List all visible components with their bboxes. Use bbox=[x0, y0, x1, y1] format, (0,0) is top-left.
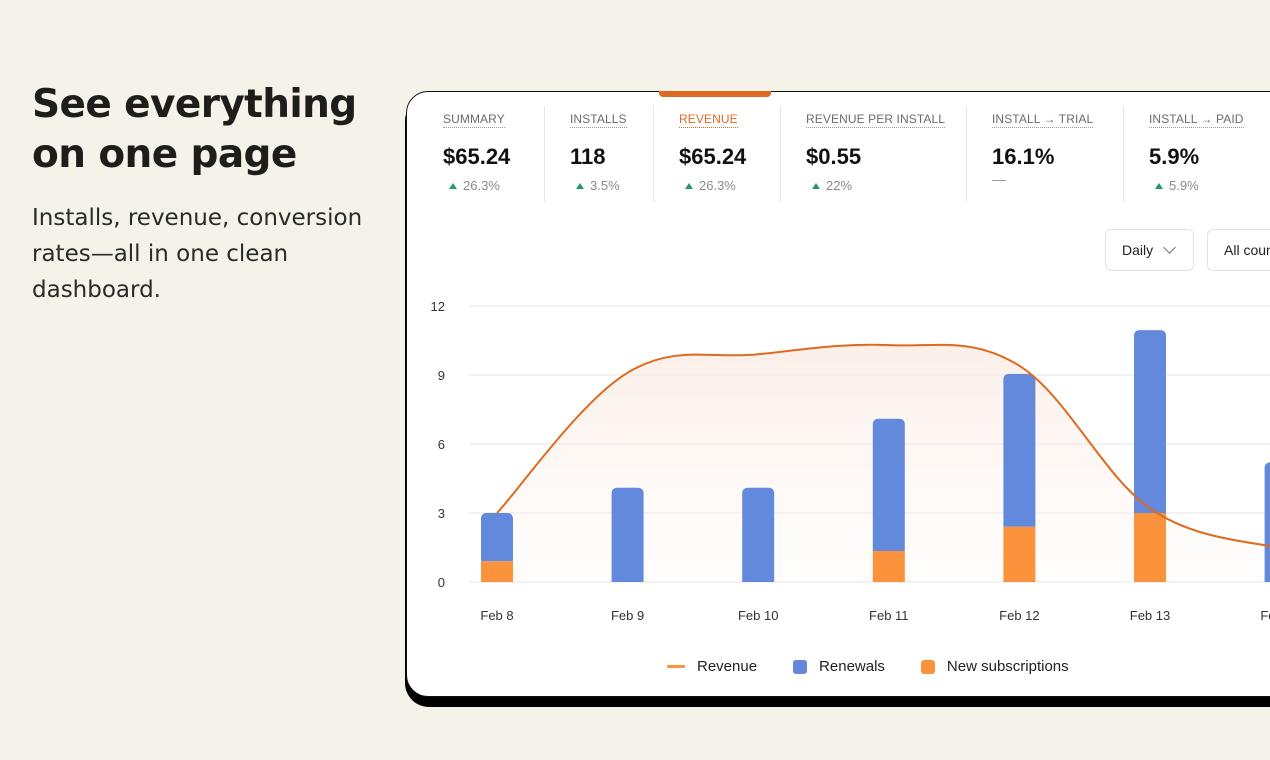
legend-label: Renewals bbox=[819, 658, 885, 675]
bar-renewals bbox=[481, 513, 513, 562]
metric-delta-value: 26.3% bbox=[699, 178, 736, 193]
legend-label: Revenue bbox=[697, 658, 758, 675]
x-tick-label: Feb 11 bbox=[869, 608, 909, 623]
bar-renewals bbox=[742, 487, 775, 582]
metric-delta: 3.5% bbox=[576, 178, 620, 193]
country-dropdown[interactable]: All countries bbox=[1207, 229, 1270, 271]
trend-up-icon bbox=[812, 182, 820, 189]
no-change-icon bbox=[992, 180, 1006, 181]
x-tick-label: Feb 10 bbox=[738, 608, 778, 623]
revenue-chart: 0 3 6 9 12 Feb 8 Feb 9 Feb 10 Feb 11 Feb 12 Feb 1… bbox=[431, 299, 1270, 623]
metric-delta bbox=[992, 178, 1006, 181]
country-value: All countries bbox=[1224, 242, 1270, 258]
bar-new-subscriptions bbox=[1134, 513, 1166, 582]
metric-tab-revenue[interactable]: REVENUE $65.24 26.3% bbox=[653, 106, 779, 202]
metric-label: INSTALL → PAID bbox=[1149, 112, 1244, 128]
hero-title: See everything on one page bbox=[32, 82, 357, 177]
metric-delta: 26.3% bbox=[685, 178, 736, 193]
chart-legend: Revenue Renewals New subscriptions bbox=[667, 658, 1105, 675]
metric-delta-value: 3.5% bbox=[590, 178, 620, 193]
bar-renewals bbox=[1264, 462, 1270, 582]
y-tick-label: 9 bbox=[438, 368, 445, 383]
y-tick-label: 12 bbox=[431, 299, 445, 314]
x-tick-label: Feb 8 bbox=[480, 608, 513, 623]
divider bbox=[544, 106, 545, 202]
metric-value: $65.24 bbox=[443, 144, 511, 169]
metric-tab-install-paid[interactable]: INSTALL → PAID 5.9% 5.9% bbox=[1123, 106, 1270, 202]
metric-value: 118 bbox=[570, 144, 606, 169]
metric-tab-summary[interactable]: SUMMARY $65.24 26.3% bbox=[443, 106, 543, 202]
x-tick-label: Feb 14 bbox=[1260, 608, 1270, 623]
metric-label: INSTALL → TRIAL bbox=[992, 112, 1094, 128]
x-tick-label: Feb 13 bbox=[1130, 608, 1170, 623]
dashboard-card: SUMMARY $65.24 26.3% INSTALLS 118 3.5% R… bbox=[406, 91, 1270, 697]
period-dropdown[interactable]: Daily bbox=[1105, 229, 1194, 271]
metric-delta-value: 5.9% bbox=[1169, 178, 1199, 193]
legend-line-swatch bbox=[667, 665, 685, 668]
x-tick-label: Feb 12 bbox=[999, 608, 1039, 623]
metric-value: 16.1% bbox=[992, 144, 1055, 169]
metric-delta: 22% bbox=[812, 178, 852, 193]
trend-up-icon bbox=[449, 182, 457, 189]
divider bbox=[1123, 106, 1124, 202]
metric-label: INSTALLS bbox=[570, 112, 627, 128]
revenue-line bbox=[496, 343, 1270, 548]
legend-label: New subscriptions bbox=[946, 658, 1069, 675]
legend-item-renewals[interactable]: Renewals bbox=[793, 658, 885, 675]
metric-value: $0.55 bbox=[806, 144, 862, 169]
metric-label: REVENUE bbox=[679, 112, 738, 128]
active-tab-indicator bbox=[659, 91, 771, 97]
metric-tab-install-trial[interactable]: INSTALL → TRIAL 16.1% bbox=[966, 106, 1123, 202]
y-tick-label: 0 bbox=[438, 575, 445, 590]
metric-value: $65.24 bbox=[679, 144, 747, 169]
x-tick-label: Feb 9 bbox=[611, 608, 644, 623]
legend-item-new-subscriptions[interactable]: New subscriptions bbox=[920, 658, 1069, 675]
divider bbox=[966, 106, 967, 202]
bar-new-subscriptions bbox=[1003, 526, 1036, 582]
metric-delta-value: 26.3% bbox=[463, 178, 500, 193]
bar-renewals bbox=[1134, 330, 1166, 513]
legend-box-swatch bbox=[920, 659, 935, 674]
metric-delta: 26.3% bbox=[449, 178, 500, 193]
y-tick-label: 3 bbox=[438, 506, 445, 521]
metric-delta-value: 22% bbox=[826, 178, 853, 193]
bar-renewals bbox=[872, 418, 905, 551]
period-value: Daily bbox=[1122, 242, 1154, 258]
legend-item-revenue[interactable]: Revenue bbox=[667, 658, 757, 675]
metric-delta: 5.9% bbox=[1155, 178, 1199, 193]
metrics-tabs: SUMMARY $65.24 26.3% INSTALLS 118 3.5% R… bbox=[407, 106, 1270, 202]
trend-up-icon bbox=[576, 182, 584, 189]
bar-renewals bbox=[1003, 373, 1036, 527]
metric-tab-revenue-per-install[interactable]: REVENUE PER INSTALL $0.55 22% bbox=[780, 106, 966, 202]
metric-value: 5.9% bbox=[1149, 144, 1200, 169]
hero-subtitle: Installs, revenue, conversion rates—all … bbox=[32, 205, 363, 303]
y-tick-label: 6 bbox=[438, 437, 445, 452]
hero-section: See everything on one page Installs, rev… bbox=[32, 80, 382, 308]
bar-new-subscriptions bbox=[872, 550, 905, 582]
bar-new-subscriptions bbox=[481, 561, 513, 582]
metric-label: SUMMARY bbox=[443, 112, 505, 128]
trend-up-icon bbox=[1155, 182, 1163, 189]
legend-box-swatch bbox=[793, 659, 808, 674]
metric-label: REVENUE PER INSTALL bbox=[806, 112, 946, 128]
metric-tab-installs[interactable]: INSTALLS 118 3.5% bbox=[544, 106, 652, 202]
bar-renewals bbox=[611, 487, 644, 582]
divider bbox=[780, 106, 781, 202]
trend-up-icon bbox=[685, 182, 693, 189]
divider bbox=[653, 106, 654, 202]
